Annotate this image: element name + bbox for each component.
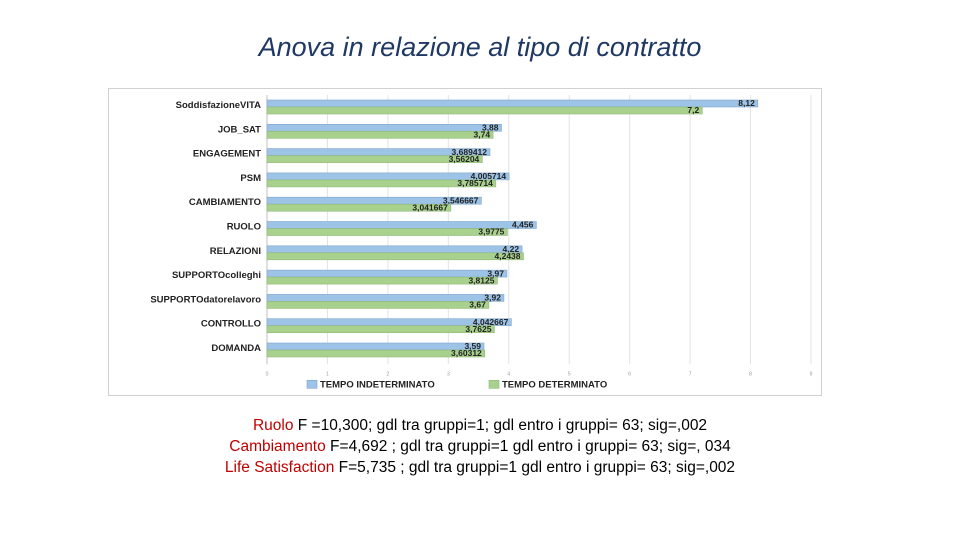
bar-indeterminato	[266, 245, 523, 254]
bar-determinato	[266, 276, 498, 285]
bar-determinato	[266, 130, 494, 139]
stat-line-cambiamento: Cambiamento F=4,692 ; gdl tra gruppi=1 g…	[0, 436, 960, 457]
x-tick-label: 5	[568, 371, 571, 377]
data-label: 3,88	[482, 123, 499, 133]
bar-indeterminato	[266, 99, 759, 108]
category-label: CAMBIAMENTO	[189, 197, 261, 208]
data-label: 3,92	[484, 293, 501, 303]
data-label: 3,689412	[452, 147, 488, 157]
stat-label: Ruolo	[252, 417, 294, 434]
bar-determinato	[266, 179, 497, 188]
bar-indeterminato	[266, 123, 502, 132]
category-label: SoddisfazioneVITA	[176, 100, 261, 111]
stat-label: Life Satisfaction	[224, 459, 335, 476]
bar-determinato	[266, 155, 483, 163]
legend-label: TEMPO INDETERMINATO	[320, 379, 435, 390]
data-label: 3,56204	[449, 154, 480, 164]
category-label: CONTROLLO	[201, 319, 261, 330]
data-label: 4,22	[503, 244, 520, 254]
x-tick-label: 6	[628, 371, 631, 377]
x-tick-label: 9	[810, 371, 813, 377]
legend-swatch	[488, 379, 500, 389]
x-tick-label: 2	[386, 371, 389, 377]
bar-determinato	[266, 106, 703, 115]
category-label: SUPPORTOdatorelavoro	[150, 294, 261, 305]
slide-title: Anova in relazione al tipo di contratto	[258, 32, 702, 62]
x-tick-label: 1	[326, 371, 329, 377]
x-tick-label: 8	[749, 371, 752, 377]
category-label: DOMANDA	[211, 343, 261, 354]
category-label: SUPPORTOcolleghi	[172, 270, 261, 281]
bar-determinato	[266, 301, 490, 309]
category-label: RELAZIONI	[210, 246, 261, 257]
data-label: 3,9775	[478, 227, 504, 237]
data-label: 4,042667	[473, 317, 509, 327]
data-label: 8,12	[738, 98, 755, 108]
stat-line-ruolo: Ruolo F =10,300; gdl tra gruppi=1; gdl e…	[0, 415, 960, 436]
x-tick-label: 4	[507, 371, 510, 377]
stat-text: F=5,735 ; gdl tra gruppi=1 gdl entro i g…	[334, 459, 736, 476]
legend-swatch	[306, 379, 318, 389]
category-label: ENGAGEMENT	[193, 149, 261, 160]
x-tick-label: 3	[447, 371, 450, 377]
anova-stats: Ruolo F =10,300; gdl tra gruppi=1; gdl e…	[0, 415, 960, 478]
stat-label: Cambiamento	[229, 438, 326, 455]
bar-determinato	[266, 325, 495, 333]
data-label: 3,59	[464, 341, 481, 351]
data-label: 3,546667	[443, 195, 479, 205]
data-label: 3,785714	[457, 178, 493, 188]
stat-text: F=4,692 ; gdl tra gruppi=1 gdl entro i g…	[325, 438, 731, 455]
bar-determinato	[266, 228, 508, 236]
category-label: RUOLO	[227, 222, 261, 233]
stat-text: F =10,300; gdl tra gruppi=1; gdl entro i…	[293, 417, 708, 434]
bar-determinato	[266, 203, 452, 212]
stat-line-life-satisfaction: Life Satisfaction F=5,735 ; gdl tra grup…	[0, 457, 960, 478]
bar-determinato	[266, 252, 524, 261]
data-label: 3,60312	[451, 348, 482, 358]
bar-chart: 0 1 2 3 4 5 6 7 8 9 SoddisfazioneVITA 8,12 7,2 JOB_SA…	[150, 95, 813, 390]
data-label: 4,2438	[495, 251, 521, 261]
data-label: 3,67	[469, 300, 486, 310]
data-label: 3,7625	[465, 324, 491, 334]
bar-determinato	[266, 349, 486, 358]
data-label: 3,74	[474, 130, 491, 140]
data-label: 3,8125	[468, 275, 494, 285]
data-label: 4,005714	[471, 171, 507, 181]
legend-label: TEMPO DETERMINATO	[502, 379, 607, 390]
x-tick-label: 7	[689, 371, 692, 377]
x-tick-label: 0	[266, 371, 269, 377]
category-label: PSM	[240, 173, 261, 184]
category-label: JOB_SAT	[218, 124, 261, 135]
data-label: 3,041667	[412, 202, 448, 212]
data-label: 4,456	[512, 220, 534, 230]
data-label: 3,97	[487, 268, 504, 278]
data-label: 7,2	[687, 105, 699, 115]
chart-frame: 0 1 2 3 4 5 6 7 8 9 SoddisfazioneVITA 8,12 7,2 JOB_SA…	[108, 88, 822, 396]
